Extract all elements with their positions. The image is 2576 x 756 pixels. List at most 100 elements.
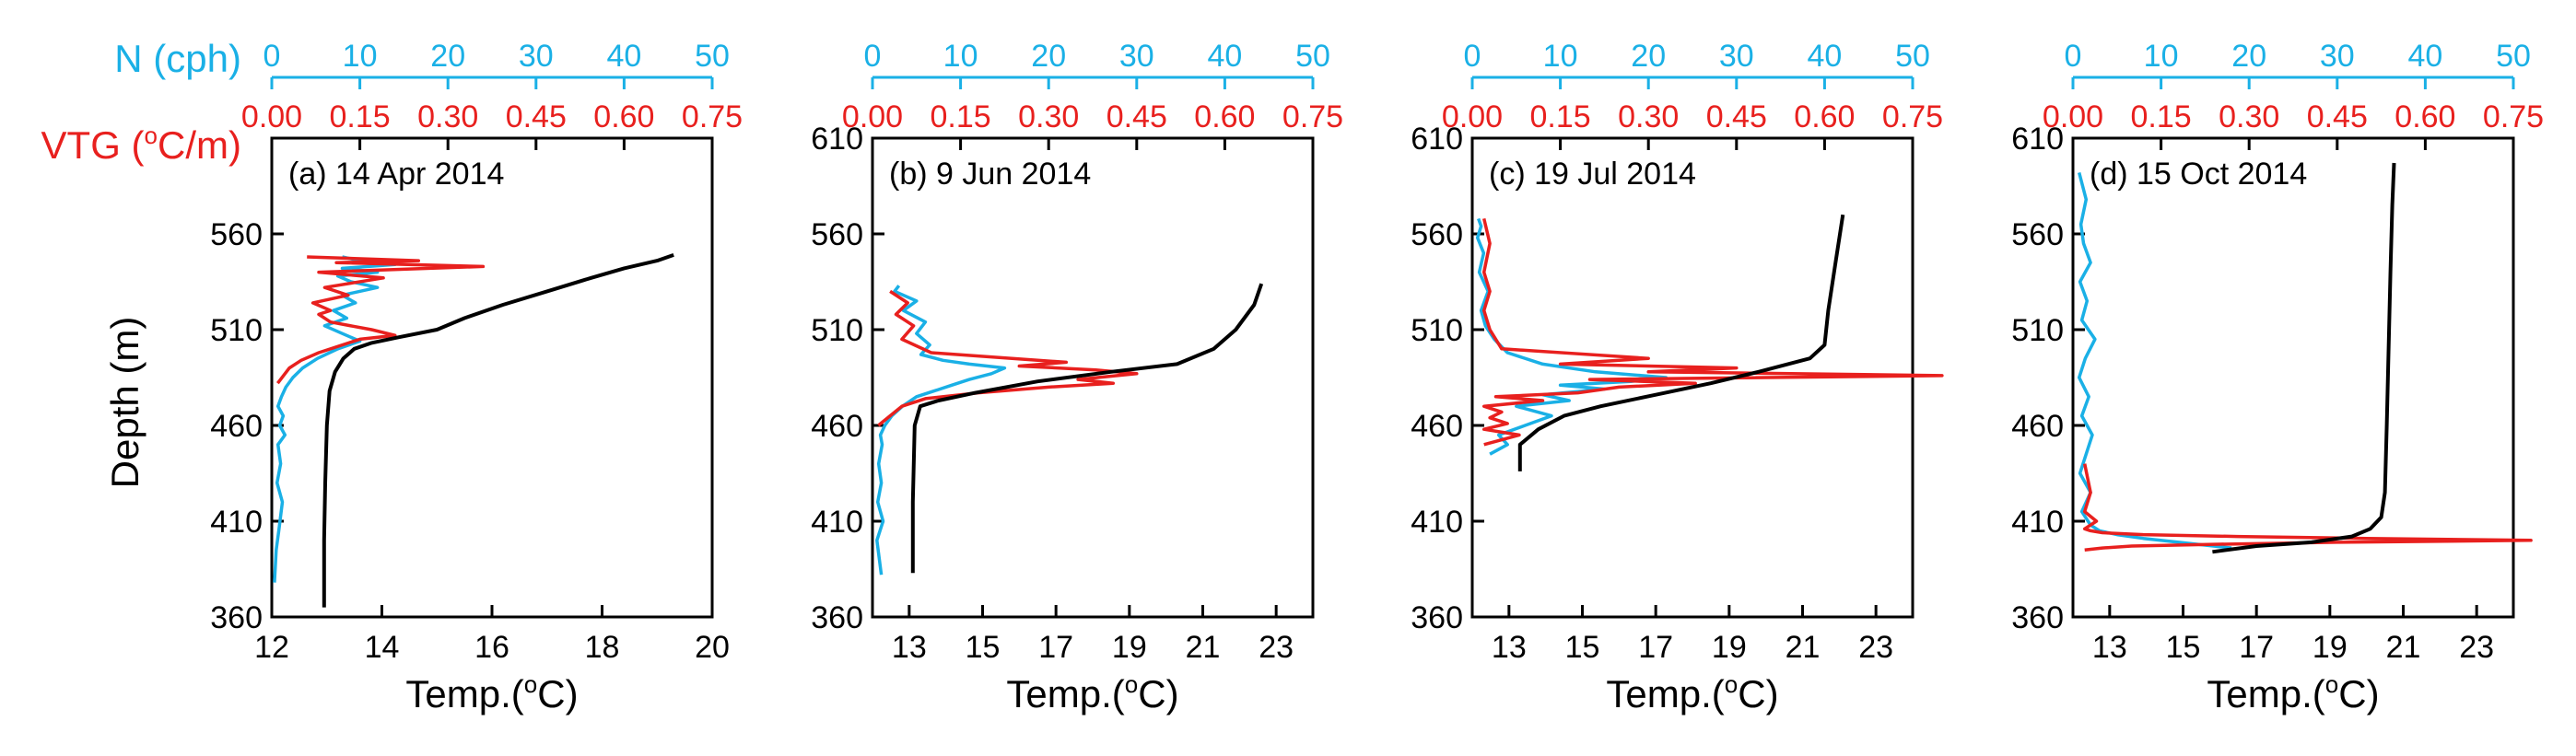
n-tick-label: 30 <box>2320 39 2355 74</box>
panel-1: 12 14 16 18 20 Temp.(oC) 0.00 0.15 0.30 0.45 0.60 0… <box>210 39 743 715</box>
temp-tick-label: 13 <box>2092 630 2127 665</box>
series-temp-line <box>1517 214 1845 471</box>
depth-tick-label: 510 <box>1411 313 1463 348</box>
vtg-tick-label: 0.60 <box>2395 99 2455 134</box>
depth-tick-label: 610 <box>811 122 863 157</box>
panel-title: (b) 9 Jun 2014 <box>889 157 1091 192</box>
depth-tick-label: 360 <box>210 600 263 635</box>
n-tick-label: 30 <box>1119 39 1154 74</box>
temp-axis-label: Temp.(oC) <box>2207 670 2379 715</box>
n-tick-label: 50 <box>695 39 730 74</box>
series-n-line <box>273 255 397 583</box>
depth-tick-label: 460 <box>2011 409 2064 444</box>
series-temp-line <box>2212 162 2396 554</box>
n-tick-label: 0 <box>864 39 882 74</box>
temp-tick-label: 16 <box>474 630 509 665</box>
n-tick-label: 10 <box>2144 39 2179 74</box>
temp-tick-label: 18 <box>585 630 620 665</box>
panel-3: 13 15 17 19 21 23 Temp.(oC) 0.00 0.15 0.30 0.45 0.6… <box>1411 39 1944 715</box>
temp-tick-label: 21 <box>1186 630 1221 665</box>
depth-tick-label: 510 <box>2011 313 2064 348</box>
vtg-tick-label: 0.15 <box>2131 99 2192 134</box>
vtg-axis-label-suffix: C/m) <box>158 123 241 167</box>
depth-tick-label: 560 <box>1411 217 1463 252</box>
temp-tick-label: 12 <box>254 630 289 665</box>
n-tick-label: 10 <box>1543 39 1578 74</box>
temp-tick-label: 13 <box>892 630 927 665</box>
depth-tick-label: 360 <box>2011 600 2064 635</box>
depth-tick-label: 610 <box>2011 122 2064 157</box>
vtg-tick-label: 0.00 <box>2043 99 2103 134</box>
vtg-tick-label: 0.00 <box>241 99 302 134</box>
vtg-tick-label: 0.15 <box>931 99 991 134</box>
vtg-tick-label: 0.30 <box>417 99 478 134</box>
series-vtg-line <box>877 289 1139 427</box>
temp-tick-label: 15 <box>966 630 1001 665</box>
n-tick-label: 20 <box>430 39 465 74</box>
n-tick-label: 30 <box>519 39 554 74</box>
n-tick-label: 30 <box>1719 39 1754 74</box>
n-tick-label: 0 <box>263 39 281 74</box>
temp-tick-label: 19 <box>1112 630 1147 665</box>
temp-tick-label: 20 <box>695 630 730 665</box>
depth-tick-label: 510 <box>210 313 263 348</box>
temp-tick-label: 13 <box>1492 630 1527 665</box>
series-vtg-line <box>1481 217 1944 447</box>
temp-tick-label: 21 <box>2386 630 2421 665</box>
depth-tick-label: 510 <box>811 313 863 348</box>
n-tick-label: 20 <box>2231 39 2266 74</box>
depth-tick-label: 410 <box>210 505 263 540</box>
temp-tick-label: 19 <box>1712 630 1747 665</box>
vtg-tick-label: 0.45 <box>506 99 567 134</box>
depth-tick-label: 360 <box>1411 600 1463 635</box>
depth-tick-label: 560 <box>2011 217 2064 252</box>
series-n-line <box>875 285 1007 576</box>
depth-tick-label: 560 <box>811 217 863 252</box>
vtg-tick-label: 0.75 <box>1282 99 1343 134</box>
n-tick-label: 0 <box>1464 39 1481 74</box>
panel-title: (a) 14 Apr 2014 <box>288 157 504 192</box>
depth-tick-label: 410 <box>2011 505 2064 540</box>
series-vtg-line <box>276 255 486 385</box>
temp-axis-label: Temp.(oC) <box>405 670 578 715</box>
vtg-tick-label: 0.00 <box>842 99 903 134</box>
vtg-tick-label: 0.45 <box>1107 99 1167 134</box>
vtg-axis-label: VTG (oC/m) <box>41 122 241 167</box>
vtg-tick-label: 0.15 <box>1530 99 1591 134</box>
depth-tick-label: 560 <box>210 217 263 252</box>
vtg-tick-label: 0.60 <box>1194 99 1255 134</box>
temp-tick-label: 14 <box>365 630 400 665</box>
temp-tick-label: 17 <box>1638 630 1673 665</box>
temp-tick-label: 15 <box>1565 630 1600 665</box>
depth-tick-label: 460 <box>1411 409 1463 444</box>
temp-tick-label: 21 <box>1786 630 1821 665</box>
n-tick-label: 40 <box>1207 39 1242 74</box>
panel-4: 13 15 17 19 21 23 Temp.(oC) 0.00 0.15 0.30 0.45 0.6… <box>2011 39 2544 715</box>
vtg-tick-label: 0.45 <box>1706 99 1767 134</box>
depth-tick-label: 460 <box>210 409 263 444</box>
n-tick-label: 20 <box>1631 39 1666 74</box>
n-tick-label: 50 <box>1295 39 1330 74</box>
series-n-line <box>2077 171 2232 550</box>
temp-tick-label: 17 <box>2239 630 2274 665</box>
temp-axis-label: Temp.(oC) <box>1006 670 1178 715</box>
vtg-axis-label-prefix: VTG ( <box>41 123 145 167</box>
n-tick-label: 40 <box>606 39 641 74</box>
vtg-tick-label: 0.75 <box>2483 99 2544 134</box>
n-tick-label: 10 <box>943 39 978 74</box>
plot-frame <box>871 136 1315 619</box>
series-n-line <box>1475 217 1669 456</box>
vtg-tick-label: 0.00 <box>1442 99 1503 134</box>
plot-frame <box>2071 136 2515 619</box>
series-vtg-line <box>2082 463 2533 552</box>
temp-tick-label: 17 <box>1038 630 1073 665</box>
n-tick-label: 20 <box>1031 39 1066 74</box>
plot-frame <box>270 136 714 619</box>
temp-tick-label: 19 <box>2313 630 2348 665</box>
temp-axis-label: Temp.(oC) <box>1606 670 1778 715</box>
n-tick-label: 50 <box>2496 39 2531 74</box>
depth-tick-label: 610 <box>1411 122 1463 157</box>
temp-tick-label: 23 <box>1259 630 1294 665</box>
temp-tick-label: 15 <box>2166 630 2201 665</box>
n-tick-label: 10 <box>343 39 378 74</box>
